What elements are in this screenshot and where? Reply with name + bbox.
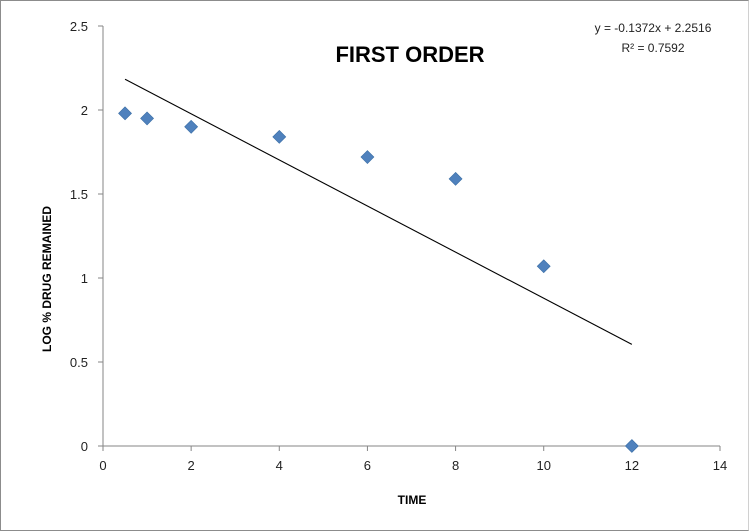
- data-point: [536, 259, 551, 274]
- y-tick-label: 2: [81, 103, 88, 118]
- data-point: [140, 111, 154, 126]
- tick-labels: 0 2 4 6 8 10 12 14 0 0.5 1 1.5 2 2.5: [70, 19, 727, 473]
- data-point: [118, 106, 132, 121]
- data-points: [118, 106, 639, 453]
- trendline-r2: R² = 0.7592: [621, 41, 684, 55]
- y-tick-label: 1: [81, 271, 88, 286]
- y-axis-title: LOG % DRUG REMAINED: [40, 206, 54, 352]
- y-tick-label: 1.5: [70, 187, 88, 202]
- axes: [98, 25, 721, 451]
- data-point: [624, 439, 639, 453]
- x-tick-label: 6: [364, 458, 371, 473]
- data-point: [184, 119, 199, 134]
- y-tick-label: 2.5: [70, 19, 88, 34]
- x-tick-label: 4: [276, 458, 283, 473]
- trendline-equation: y = -0.1372x + 2.2516: [595, 21, 712, 35]
- y-tick-label: 0: [81, 439, 88, 454]
- x-tick-label: 12: [625, 458, 639, 473]
- trendline-group: [124, 78, 633, 345]
- trendline: [124, 78, 633, 345]
- x-tick-label: 2: [188, 458, 195, 473]
- data-point: [360, 150, 375, 164]
- x-tick-label: 0: [99, 458, 106, 473]
- x-tick-label: 8: [452, 458, 459, 473]
- data-point: [448, 171, 463, 186]
- x-tick-label: 14: [713, 458, 727, 473]
- y-tick-label: 0.5: [70, 355, 88, 370]
- data-point: [272, 129, 287, 144]
- x-tick-label: 10: [536, 458, 550, 473]
- x-axis-title: TIME: [398, 493, 427, 507]
- chart-title: FIRST ORDER: [335, 42, 484, 67]
